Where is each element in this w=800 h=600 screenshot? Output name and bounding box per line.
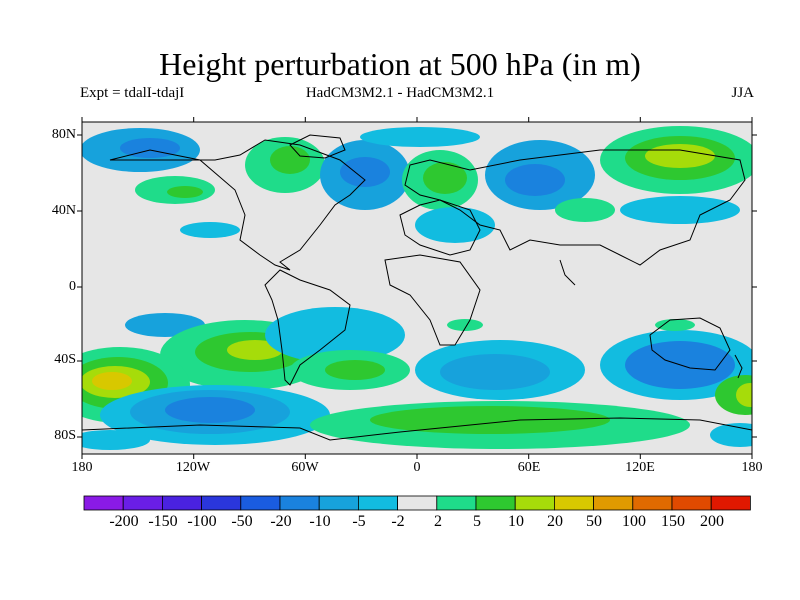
colorbar-swatch <box>83 495 124 511</box>
colorbar-label: 5 <box>473 513 481 530</box>
lat-label-0: 0 <box>69 279 76 294</box>
coastlines <box>82 134 752 441</box>
colorbar-label: 200 <box>700 513 724 530</box>
colorbar-label: -100 <box>187 513 217 530</box>
colorbar-swatch <box>279 495 320 511</box>
colorbar-swatch <box>593 495 634 511</box>
colorbar-swatch <box>240 495 281 511</box>
colorbar <box>83 495 751 511</box>
lat-label-40n: 40N <box>51 203 76 218</box>
colorbar-label: -150 <box>148 513 178 530</box>
experiment-label: Expt = tdalI-tdajI <box>80 85 185 101</box>
lon-label-60e: 60E <box>517 460 541 475</box>
colorbar-label: -5 <box>352 513 366 530</box>
colorbar-label: -20 <box>270 513 292 530</box>
colorbar-label: -200 <box>109 513 139 530</box>
lon-label-0: 0 <box>413 460 421 475</box>
colorbar-label: 10 <box>508 513 524 530</box>
colorbar-swatch <box>397 495 438 511</box>
map-field <box>82 122 752 454</box>
colorbar-swatch <box>554 495 595 511</box>
colorbar-swatch <box>357 495 398 511</box>
colorbar-label: 2 <box>434 513 442 530</box>
colorbar-swatch <box>201 495 242 511</box>
lat-label-40s: 40S <box>54 352 76 367</box>
northern-anomalies <box>82 126 752 243</box>
colorbar-label: 20 <box>547 513 563 530</box>
colorbar-label: 50 <box>586 513 602 530</box>
colorbar-label: -10 <box>309 513 331 530</box>
colorbar-swatch <box>318 495 359 511</box>
colorbar-swatch <box>514 495 555 511</box>
colorbar-swatch <box>710 495 751 511</box>
colorbar-swatch <box>671 495 712 511</box>
colorbar-label: -50 <box>231 513 253 530</box>
lon-label-120w: 120W <box>175 460 211 475</box>
colorbar-swatch <box>475 495 516 511</box>
lon-label-120e: 120E <box>625 460 655 475</box>
colorbar-swatch <box>122 495 163 511</box>
model-label: HadCM3M2.1 - HadCM3M2.1 <box>305 85 495 101</box>
lon-label-180w: 180 <box>71 460 93 475</box>
polar-south-anomalies <box>82 385 752 450</box>
lat-label-80n: 80N <box>51 127 76 142</box>
colorbar-label: 150 <box>661 513 685 530</box>
colorbar-swatch <box>161 495 202 511</box>
axis-ticks <box>77 117 757 459</box>
colorbar-swatch <box>632 495 673 511</box>
season-label: JJA <box>731 85 754 101</box>
lat-label-80s: 80S <box>54 428 76 443</box>
lon-label-60w: 60W <box>291 460 319 475</box>
figure-title: Height perturbation at 500 hPa (in m) <box>159 46 641 82</box>
colorbar-swatch <box>436 495 477 511</box>
colorbar-label: -2 <box>391 513 405 530</box>
lon-label-180e: 180 <box>741 460 763 475</box>
colorbar-label: 100 <box>622 513 646 530</box>
